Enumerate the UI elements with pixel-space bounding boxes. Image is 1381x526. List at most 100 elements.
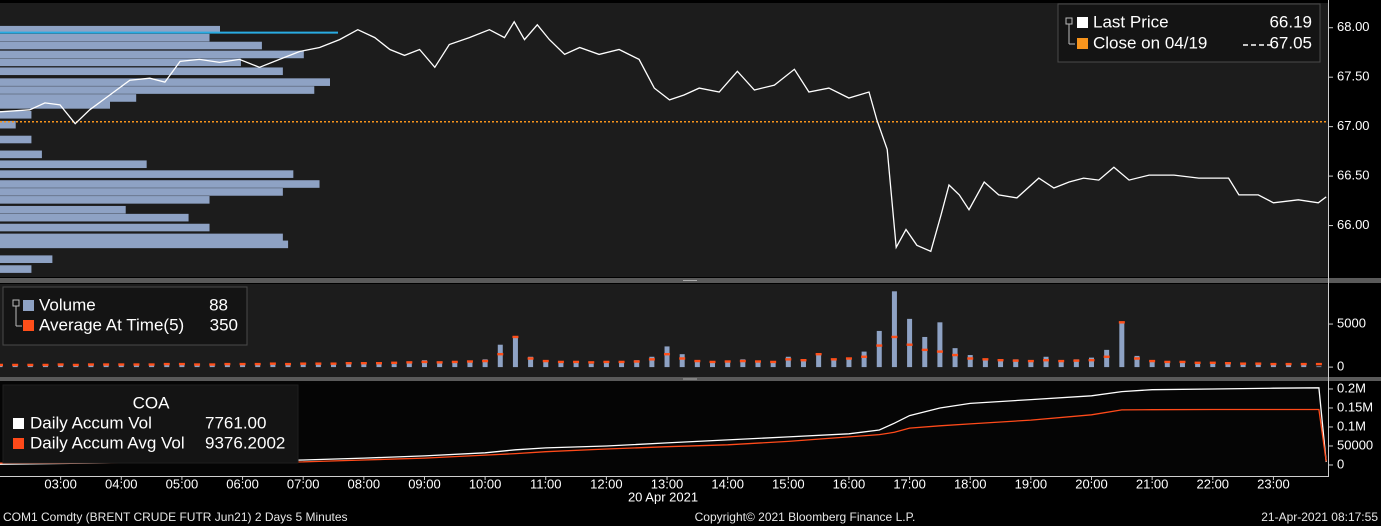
profile-bar [0,213,189,222]
volume-bar [88,364,94,368]
profile-bar [0,240,289,249]
average-tick [633,360,640,363]
average-tick [830,358,837,361]
average-tick [603,360,610,364]
average-tick [588,361,595,364]
y-tick-label: 50000 [1337,437,1373,452]
volume-bar [846,357,852,368]
legend-title: COA [133,393,171,412]
volume-bar [331,363,337,368]
average-tick [800,359,807,362]
average-tick [1315,362,1322,366]
x-tick-label: 14:00 [711,476,744,491]
average-tick [194,363,201,366]
price-legend: Last Price 66.19 Close on 04/19 67.05 [1057,3,1321,63]
average-tick [1103,355,1110,358]
volume-bar [1028,361,1034,368]
volume-bar [740,359,746,368]
volume-bar [694,361,700,368]
average-tick [421,360,428,364]
volume-bar [224,364,230,368]
volume-bar [1134,355,1140,368]
volume-bar [452,361,458,368]
legend-swatch [23,320,34,331]
volume-bar [1043,356,1049,368]
volume-bar [346,363,352,368]
average-tick [72,363,79,367]
average-tick [618,360,625,364]
legend-box [1057,3,1321,63]
average-tick [1088,359,1095,362]
volume-bar [209,365,215,368]
volume-bar [588,363,594,368]
average-tick [42,363,49,367]
y-tick-label: 0.1M [1337,418,1366,433]
average-tick [967,357,974,360]
x-tick-label: 21:00 [1136,476,1169,491]
profile-bar [0,180,320,188]
average-tick [1118,321,1125,324]
average-tick [360,362,367,365]
profile-bar [0,33,210,42]
average-tick [861,355,868,358]
average-tick [527,357,534,360]
average-tick [1133,357,1140,360]
volume-bar [0,365,3,368]
legend-box [2,384,299,464]
x-tick-label: 06:00 [226,476,259,491]
volume-bar [725,361,731,368]
volume-bar [1013,359,1019,368]
profile-bar [0,110,32,119]
volume-bar [1286,364,1292,368]
average-tick [345,362,352,365]
average-tick [300,362,307,365]
legend-label: Average At Time(5) [39,315,184,334]
average-tick [770,360,777,364]
average-tick [997,359,1004,362]
average-tick [436,361,443,364]
volume-bar [315,364,321,368]
profile-bar [0,41,262,50]
average-tick [133,363,140,366]
volume-bar [437,362,443,368]
x-tick-label: 18:00 [954,476,987,491]
volume-bar [800,360,806,368]
volume-bar [103,365,109,368]
volume-bar [1179,361,1185,368]
series-line [0,20,1327,253]
volume-bar [391,364,397,368]
volume-bar [634,360,640,368]
y-tick-label: 0.15M [1337,399,1373,414]
x-tick-label: 15:00 [772,476,805,491]
legend-label: Daily Accum Avg Vol [30,433,185,452]
y-tick-label: 66.00 [1337,217,1370,232]
average-tick [148,363,155,366]
volume-bar [1089,357,1095,368]
volume-bar [1301,364,1307,368]
x-tick-label: 17:00 [893,476,926,491]
x-tick-label: 04:00 [105,476,138,491]
volume-bar [1073,359,1079,368]
y-tick-label: 0 [1337,456,1344,471]
volume-bar [998,360,1004,368]
volume-bar [194,364,200,368]
legend-label: Volume [39,295,96,314]
volume-bar [497,344,503,368]
average-tick [557,360,564,364]
average-tick [1012,359,1019,362]
volume-bar [406,361,412,368]
volume-bar [149,365,155,368]
legend-swatch [13,438,24,449]
y-tick-label: 67.00 [1337,118,1370,133]
profile-bar [0,170,294,178]
profile-bar [0,255,53,263]
x-tick-label: 23:00 [1257,476,1290,491]
profile-bar [0,160,147,169]
average-tick [118,363,125,366]
x-tick-label: 10:00 [469,476,502,491]
y-tick-label: 5000 [1337,315,1366,330]
average-tick [1270,362,1277,366]
average-tick [952,353,959,357]
legend-value: 67.05 [1269,33,1312,52]
average-tick [906,343,913,346]
